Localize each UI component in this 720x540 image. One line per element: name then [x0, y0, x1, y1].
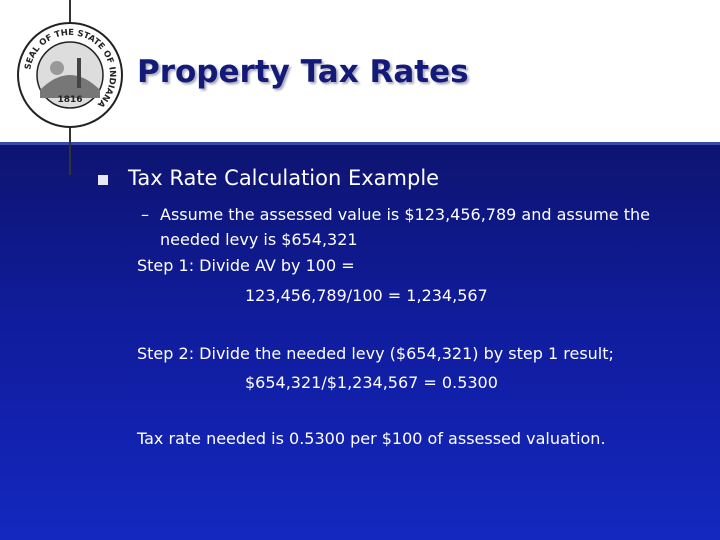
- step-line: 123,456,789/100 = 1,234,567: [245, 286, 488, 305]
- bullet-marker: [98, 175, 108, 185]
- bullet-text: Tax Rate Calculation Example: [128, 166, 440, 190]
- step-line: $654,321/$1,234,567 = 0.5300: [245, 373, 498, 392]
- sub-bullet-marker: –: [141, 205, 149, 224]
- seal-year: 1816: [57, 95, 82, 105]
- step-line: Tax rate needed is 0.5300 per $100 of as…: [137, 429, 606, 448]
- slide-title: Property Tax Rates: [137, 54, 469, 90]
- sub-bullet-line: Assume the assessed value is $123,456,78…: [160, 205, 650, 224]
- seal: SEAL OF THE STATE OF INDIANA 1816: [17, 22, 123, 128]
- sub-bullet-line: needed levy is $654,321: [160, 230, 358, 249]
- step-line: Step 2: Divide the needed levy ($654,321…: [137, 344, 614, 363]
- content-band: [0, 142, 720, 540]
- step-line: Step 1: Divide AV by 100 =: [137, 256, 355, 275]
